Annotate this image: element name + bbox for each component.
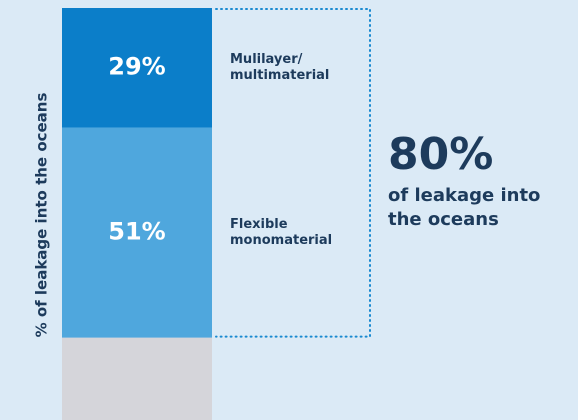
bracket xyxy=(215,8,371,338)
bar-segment xyxy=(62,8,212,128)
annotation-value: 80% xyxy=(388,129,494,180)
value-label: 51% xyxy=(108,218,165,246)
bar-segment xyxy=(62,127,212,338)
annotation-text: of leakage into the oceans xyxy=(388,185,541,230)
value-label: 29% xyxy=(108,53,165,81)
y-axis-label: % of leakage into the oceans xyxy=(33,93,51,338)
series-label: Flexible monomaterial xyxy=(230,216,333,248)
bar-segment xyxy=(62,337,212,420)
series-label: Mulilayer/ multimaterial xyxy=(230,51,330,83)
